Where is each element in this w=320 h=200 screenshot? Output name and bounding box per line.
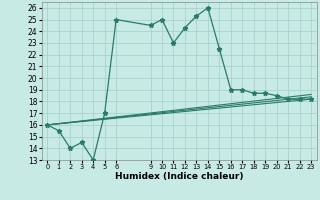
X-axis label: Humidex (Indice chaleur): Humidex (Indice chaleur) [115, 172, 244, 181]
